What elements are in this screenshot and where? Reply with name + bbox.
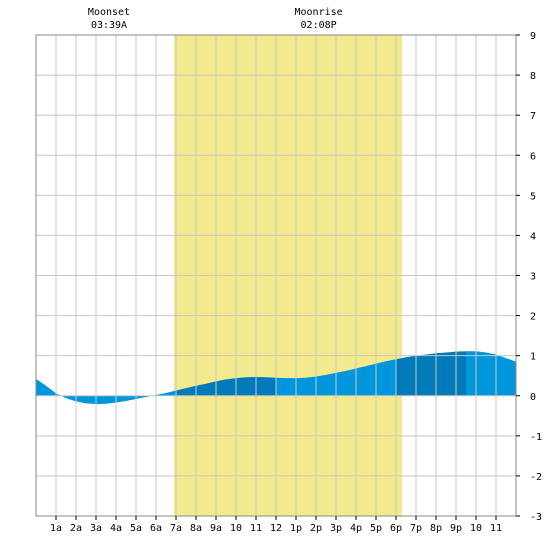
y-tick-label: 6 — [530, 151, 536, 162]
x-tick-label: 1a — [50, 523, 62, 534]
y-tick-label: 0 — [530, 392, 536, 403]
tide-area-segment — [466, 351, 516, 396]
y-tick-label: 3 — [530, 272, 536, 283]
x-tick-label: 5a — [130, 523, 142, 534]
x-tick-label: 7a — [170, 523, 182, 534]
moon-event-label: Moonrise — [295, 7, 343, 18]
grid — [36, 35, 516, 516]
tide-area — [36, 351, 516, 405]
x-tick-label: 4p — [350, 523, 362, 534]
tide-area-segment — [396, 351, 466, 396]
x-tick-label: 1p — [290, 523, 302, 534]
x-tick-label: 3p — [330, 523, 342, 534]
x-tick-label: 6p — [390, 523, 402, 534]
y-tick-label: 8 — [530, 71, 536, 82]
x-axis-ticks: 1a 2a 3a 4a 5a 6a 7a 8a 9a 10 11 12 1p 2p 3p 4p 5p 6p 7p 8p… — [50, 516, 502, 534]
x-tick-label: 4a — [110, 523, 122, 534]
x-tick-label: 11 — [490, 523, 502, 534]
y-tick-label: 7 — [530, 111, 536, 122]
x-tick-label: 9p — [450, 523, 462, 534]
y-tick-label: 1 — [530, 352, 536, 363]
x-tick-label: 11 — [250, 523, 262, 534]
y-tick-label: 2 — [530, 312, 536, 323]
y-axis-ticks: -3 -2 -1 0 1 2 3 4 5 6 7 8 9 — [516, 31, 542, 523]
x-tick-label: 6a — [150, 523, 162, 534]
x-tick-label: 8a — [190, 523, 202, 534]
x-tick-label: 3a — [90, 523, 102, 534]
x-tick-label: 12 — [270, 523, 282, 534]
x-tick-label: 2a — [70, 523, 82, 534]
y-tick-label: -2 — [530, 472, 542, 483]
x-tick-label: 9a — [210, 523, 222, 534]
moon-event-time: 03:39A — [91, 20, 127, 31]
x-tick-label: 10 — [230, 523, 242, 534]
moon-event-time: 02:08P — [301, 20, 337, 31]
y-tick-label: 9 — [530, 31, 536, 42]
y-tick-label: -1 — [530, 432, 542, 443]
tide-area-segment — [36, 378, 176, 405]
tide-area-segment — [176, 376, 276, 396]
x-tick-label: 10 — [470, 523, 482, 534]
y-tick-label: 4 — [530, 231, 536, 242]
y-tick-label: 5 — [530, 191, 536, 202]
y-tick-label: -3 — [530, 512, 542, 523]
x-tick-label: 5p — [370, 523, 382, 534]
moon-events: Moonset 03:39A Moonrise 02:08P — [88, 7, 343, 31]
moon-event-label: Moonset — [88, 7, 130, 18]
x-tick-label: 8p — [430, 523, 442, 534]
x-tick-label: 2p — [310, 523, 322, 534]
x-tick-label: 7p — [410, 523, 422, 534]
